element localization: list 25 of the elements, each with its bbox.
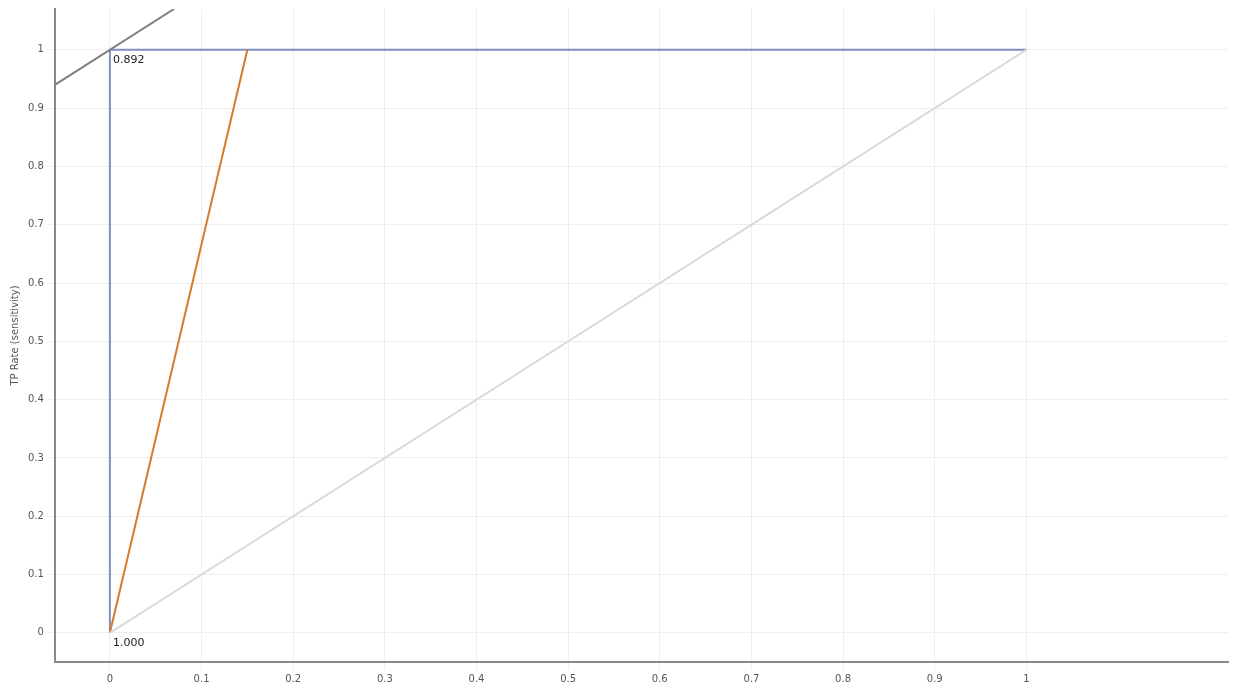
- x-tick-label: 0.1: [193, 672, 210, 684]
- annotation: 0.892: [112, 53, 145, 67]
- x-tick-label: 1: [1023, 672, 1030, 684]
- y-tick-label: 0.9: [28, 101, 44, 113]
- y-tick-label: 0.6: [28, 276, 44, 288]
- x-tick-label: 0.4: [468, 672, 485, 684]
- y-tick-label: 0.2: [28, 509, 44, 521]
- y-tick-label: 0.1: [28, 568, 44, 580]
- x-tick-label: 0.6: [651, 672, 668, 684]
- x-tick-label: 0.5: [560, 672, 577, 684]
- x-tick-label: 0: [106, 672, 114, 684]
- x-tick-label: 0.2: [285, 672, 302, 684]
- x-tick-label: 0.7: [743, 672, 760, 684]
- y-tick-label: 1: [37, 43, 44, 55]
- x-tick-label: 0.3: [376, 672, 393, 684]
- y-axis-title: TP Rate (sensitivity): [8, 285, 20, 387]
- y-tick-label: 0.5: [28, 334, 44, 346]
- y-tick-label: 0.8: [28, 160, 44, 172]
- x-tick-label: 0.8: [835, 672, 852, 684]
- y-tick-label: 0.3: [28, 451, 44, 463]
- y-tick-label: 0.7: [28, 218, 44, 230]
- y-tick-label: 0.4: [28, 393, 44, 405]
- x-tick-label: 0.9: [926, 672, 943, 684]
- annotation: 1.000: [112, 636, 145, 650]
- y-tick-label: 0: [37, 626, 44, 638]
